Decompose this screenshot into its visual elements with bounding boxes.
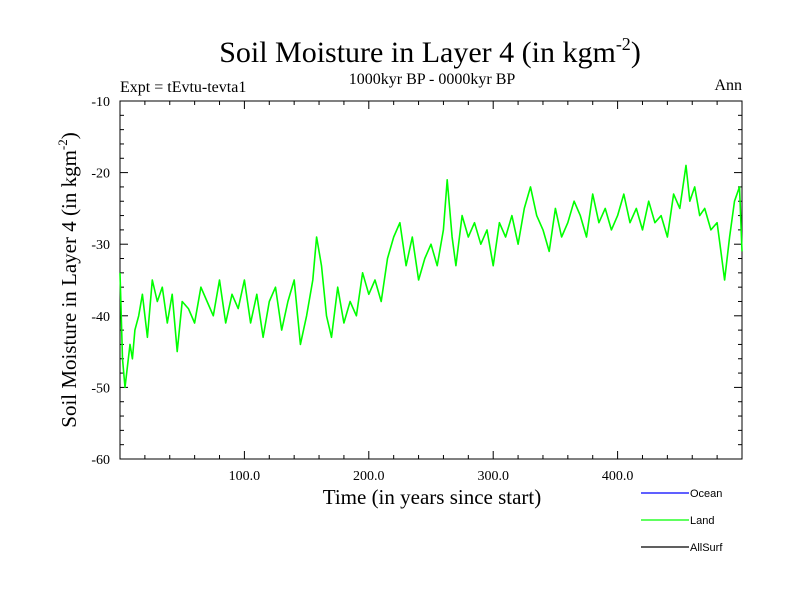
x-axis-label: Time (in years since start) xyxy=(323,485,542,509)
x-tick-label: 100.0 xyxy=(229,469,261,484)
y-tick-label: -20 xyxy=(91,167,110,182)
legend-label-allsurf: AllSurf xyxy=(690,542,723,554)
x-tick-label: 300.0 xyxy=(477,469,509,484)
x-axis-ticks: 100.0 200.0 300.0 400.0 xyxy=(144,101,718,484)
x-tick-label: 200.0 xyxy=(353,469,385,484)
legend-label-ocean: Ocean xyxy=(690,488,722,500)
x-tick-label: 400.0 xyxy=(602,469,634,484)
legend-label-land: Land xyxy=(690,515,714,527)
y-tick-label: -40 xyxy=(91,310,110,325)
y-axis-ticks: -10 -20 -30 -40 -50 -60 xyxy=(91,95,742,468)
period-label: 1000kyr BP - 0000kyr BP xyxy=(349,71,516,88)
series-group xyxy=(119,164,743,389)
legend: Ocean Land AllSurf xyxy=(641,488,723,554)
y-axis-label: Soil Moisture in Layer 4 (in kgm-2) xyxy=(55,132,81,427)
y-tick-label: -50 xyxy=(91,381,110,396)
chart-title: Soil Moisture in Layer 4 (in kgm-2) xyxy=(219,34,641,69)
experiment-label: Expt = tEvtu-tevta1 xyxy=(120,79,246,96)
y-tick-label: -10 xyxy=(91,95,110,110)
series-line-land xyxy=(119,164,743,389)
y-tick-label: -30 xyxy=(91,238,110,253)
plot-frame xyxy=(119,100,743,460)
y-tick-label: -60 xyxy=(91,453,110,468)
season-label: Ann xyxy=(714,77,742,94)
